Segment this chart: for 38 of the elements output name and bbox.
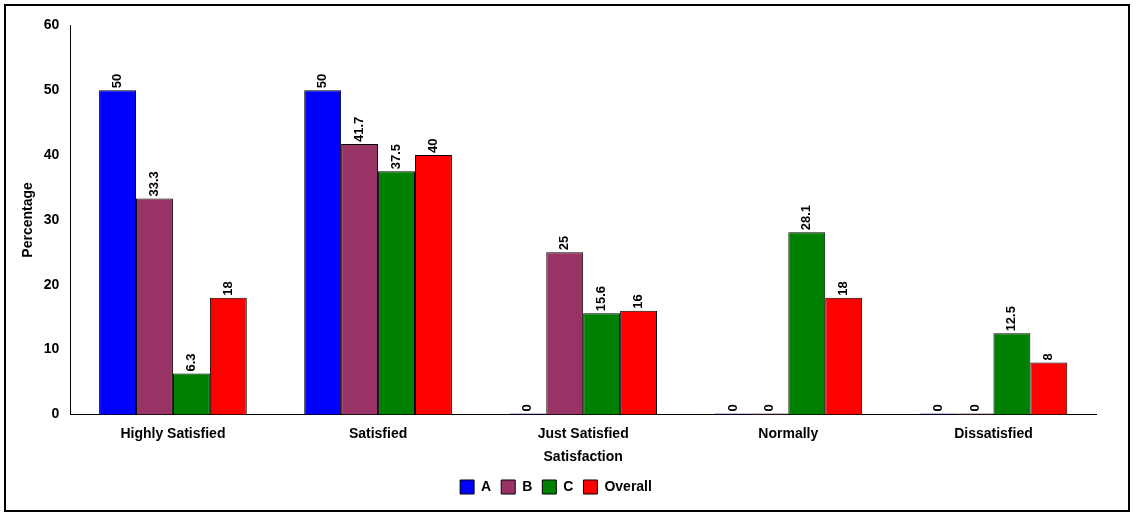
legend-label: C: [563, 477, 574, 494]
x-axis-title: Satisfaction: [543, 448, 623, 465]
data-label: 16: [630, 294, 646, 309]
x-tick-label: Highly Satisfied: [120, 424, 226, 441]
data-label: 40: [425, 138, 441, 154]
data-label: 15.6: [593, 285, 609, 312]
data-label: 8: [1040, 353, 1056, 361]
data-label: 0: [519, 404, 535, 412]
y-tick-label: 20: [43, 275, 60, 292]
data-label: 0: [724, 404, 740, 412]
data-label: 50: [109, 73, 125, 89]
data-label: 37.5: [388, 143, 404, 170]
data-label: 50: [314, 73, 330, 89]
legend-label: A: [481, 477, 492, 494]
data-label: 41.7: [351, 116, 367, 143]
y-tick-label: 40: [43, 145, 60, 162]
data-label: 0: [966, 404, 982, 412]
x-tick-label: Satisfied: [348, 424, 408, 441]
y-tick-label: 30: [43, 210, 60, 227]
legend-label: Overall: [604, 477, 652, 494]
data-label: 0: [929, 404, 945, 412]
data-label: 12.5: [1003, 306, 1019, 332]
x-tick-label: Just Satisfied: [537, 424, 629, 441]
y-tick-label: 10: [43, 340, 60, 357]
y-tick-label: 60: [43, 16, 60, 33]
legend-label: B: [522, 477, 533, 494]
data-label: 18: [835, 281, 851, 296]
x-tick-label: Dissatisfied: [954, 424, 1033, 441]
data-label: 33.3: [146, 171, 162, 197]
data-label: 28.1: [798, 204, 814, 231]
y-axis-title: Percentage: [19, 181, 36, 258]
data-label: 0: [761, 404, 777, 412]
data-label: 6.3: [182, 353, 198, 372]
y-tick-label: 0: [51, 405, 60, 422]
data-label: 18: [219, 281, 235, 296]
data-label: 25: [556, 235, 572, 251]
y-tick-label: 50: [43, 81, 60, 98]
x-tick-label: Normally: [758, 424, 819, 441]
